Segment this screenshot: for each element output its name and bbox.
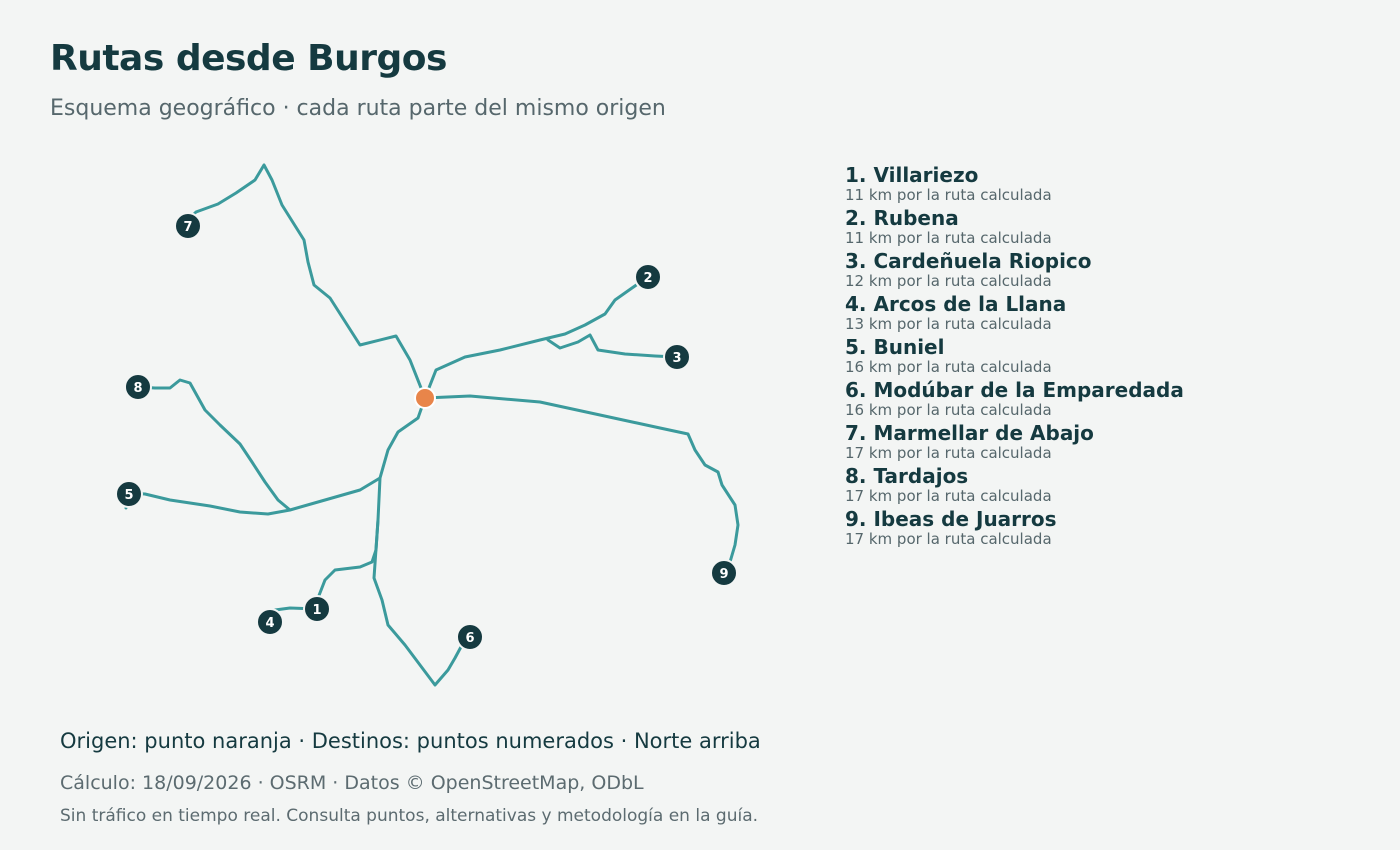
route-5 xyxy=(124,491,292,516)
destination-distance: 17 km por la ruta calculada xyxy=(845,530,1052,548)
methodology-note: Sin tráfico en tiempo real. Consulta pun… xyxy=(60,806,759,826)
svg-text:7: 7 xyxy=(183,220,192,235)
destination-distance: 13 km por la ruta calculada xyxy=(845,315,1052,333)
list-item[interactable]: 8. Tardajos 17 km por la ruta calculada xyxy=(845,464,1365,507)
route-3 xyxy=(546,333,679,359)
destination-name: 9. Ibeas de Juarros xyxy=(845,507,1057,531)
svg-text:2: 2 xyxy=(643,271,652,286)
list-item[interactable]: 6. Modúbar de la Emparedada 16 km por la… xyxy=(845,378,1365,421)
svg-text:3: 3 xyxy=(672,351,681,366)
svg-text:5: 5 xyxy=(124,488,133,503)
destination-marker-7[interactable]: 7 xyxy=(174,212,202,240)
list-item[interactable]: 2. Rubena 11 km por la ruta calculada xyxy=(845,206,1365,249)
route-2 xyxy=(423,275,650,400)
route-1 xyxy=(315,476,382,611)
route-9 xyxy=(423,394,740,575)
destination-name: 4. Arcos de la Llana xyxy=(845,292,1067,316)
svg-text:6: 6 xyxy=(465,631,474,646)
route-8 xyxy=(136,378,427,512)
page-title: Rutas desde Burgos xyxy=(50,38,447,79)
destination-name: 5. Buniel xyxy=(845,335,945,359)
destination-name: 7. Marmellar de Abajo xyxy=(845,421,1094,445)
destination-marker-9[interactable]: 9 xyxy=(710,559,738,587)
destination-distance: 12 km por la ruta calculada xyxy=(845,272,1052,290)
route-6 xyxy=(372,518,472,687)
list-item[interactable]: 1. Villariezo 11 km por la ruta calculad… xyxy=(845,163,1365,206)
origin-marker[interactable] xyxy=(414,387,436,409)
list-item[interactable]: 4. Arcos de la Llana 13 km por la ruta c… xyxy=(845,292,1365,335)
svg-text:8: 8 xyxy=(133,381,142,396)
destination-distance: 11 km por la ruta calculada xyxy=(845,186,1052,204)
svg-text:4: 4 xyxy=(265,616,274,631)
list-item[interactable]: 9. Ibeas de Juarros 17 km por la ruta ca… xyxy=(845,507,1365,550)
destination-name: 2. Rubena xyxy=(845,206,959,230)
page-subtitle: Esquema geográfico · cada ruta parte del… xyxy=(50,96,666,121)
destination-distance: 17 km por la ruta calculada xyxy=(845,444,1052,462)
list-item[interactable]: 5. Buniel 16 km por la ruta calculada xyxy=(845,335,1365,378)
destination-marker-8[interactable]: 8 xyxy=(124,373,152,401)
svg-text:9: 9 xyxy=(719,567,728,582)
destination-distance: 16 km por la ruta calculada xyxy=(845,401,1052,419)
destination-name: 6. Modúbar de la Emparedada xyxy=(845,378,1184,402)
route-7 xyxy=(186,163,427,400)
list-item[interactable]: 7. Marmellar de Abajo 17 km por la ruta … xyxy=(845,421,1365,464)
destination-distance: 17 km por la ruta calculada xyxy=(845,487,1052,505)
list-item[interactable]: 3. Cardeñuela Riopico 12 km por la ruta … xyxy=(845,249,1365,292)
map-legend: Origen: punto naranja · Destinos: puntos… xyxy=(60,729,761,753)
destination-name: 8. Tardajos xyxy=(845,464,969,488)
destination-marker-6[interactable]: 6 xyxy=(456,623,484,651)
destination-marker-4[interactable]: 4 xyxy=(256,608,284,636)
route-map: 1 2 3 4 5 6 7 8 xyxy=(115,163,740,687)
destination-name: 1. Villariezo xyxy=(845,163,979,187)
svg-text:1: 1 xyxy=(312,603,321,618)
destination-marker-5[interactable]: 5 xyxy=(115,480,143,508)
destination-marker-2[interactable]: 2 xyxy=(634,263,662,291)
destination-marker-3[interactable]: 3 xyxy=(663,343,691,371)
destination-list: 1. Villariezo 11 km por la ruta calculad… xyxy=(845,163,1365,550)
destination-distance: 11 km por la ruta calculada xyxy=(845,229,1052,247)
destination-distance: 16 km por la ruta calculada xyxy=(845,358,1052,376)
calculation-credit: Cálculo: 18/09/2026 · OSRM · Datos © Ope… xyxy=(60,772,644,794)
destination-marker-1[interactable]: 1 xyxy=(303,595,331,623)
destination-name: 3. Cardeñuela Riopico xyxy=(845,249,1092,273)
